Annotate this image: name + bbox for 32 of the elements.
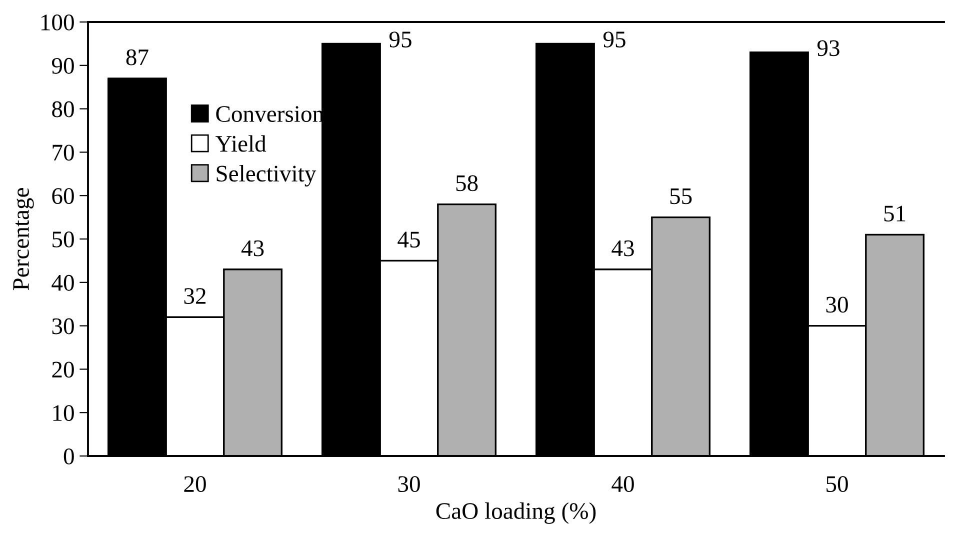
- data-label: 51: [884, 206, 906, 222]
- x-tick-label: 50: [826, 476, 848, 492]
- y-tick-label: 30: [52, 318, 74, 334]
- legend-label: Yield: [215, 135, 266, 152]
- data-label: 95: [603, 32, 626, 48]
- y-tick-label: 80: [52, 101, 74, 118]
- data-label: 87: [126, 49, 148, 66]
- data-label: 32: [184, 288, 206, 304]
- y-tick-label: 0: [64, 448, 74, 464]
- y-tick-label: 40: [52, 274, 74, 291]
- legend-label: Conversion: [216, 106, 324, 122]
- y-tick-label: 100: [41, 14, 74, 30]
- y-tick-label: 50: [52, 231, 74, 248]
- data-label: 55: [670, 188, 692, 204]
- y-tick-label: 60: [52, 188, 74, 204]
- x-tick-label: 40: [612, 476, 634, 492]
- data-label: 45: [398, 232, 420, 248]
- x-axis-title: CaO loading (%): [436, 502, 596, 524]
- data-label: 93: [817, 40, 840, 56]
- x-tick-label: 20: [184, 476, 206, 492]
- legend-label: Selectivity: [216, 165, 316, 186]
- data-label: 30: [826, 296, 848, 313]
- x-tick-label: 30: [398, 476, 420, 492]
- y-tick-label: 20: [52, 362, 74, 378]
- data-label: 95: [389, 32, 412, 48]
- data-label: 58: [456, 175, 478, 192]
- data-label: 43: [241, 240, 264, 256]
- data-label: 43: [612, 240, 634, 256]
- y-axis-title: Percentage: [13, 188, 34, 290]
- y-tick-label: 10: [53, 405, 74, 422]
- y-tick-label: 90: [52, 58, 74, 74]
- y-tick-label: 70: [52, 144, 74, 161]
